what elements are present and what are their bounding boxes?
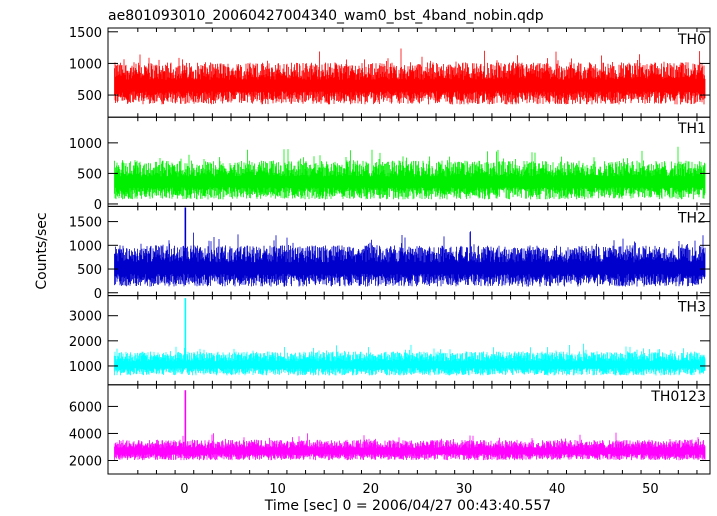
y-tick-label: 2000 — [69, 335, 102, 350]
y-tick-label: 0 — [94, 198, 102, 213]
series-line-th3 — [114, 343, 706, 376]
y-tick-label: 0 — [94, 287, 102, 302]
y-tick-label: 1500 — [69, 26, 102, 41]
y-tick-label: 1000 — [69, 239, 102, 254]
panel-frame — [107, 384, 711, 475]
series-label-th0: TH0 — [677, 32, 706, 48]
series-line-th0123 — [114, 432, 706, 461]
series-line-th0 — [114, 48, 706, 105]
x-tick-label: 30 — [456, 482, 473, 497]
y-tick-label: 1500 — [69, 216, 102, 231]
series-label-th2: TH2 — [677, 210, 706, 226]
series-label-th3: TH3 — [677, 300, 706, 316]
y-axis-title: Counts/sec — [34, 212, 50, 289]
y-tick-label: 500 — [77, 263, 102, 278]
series-line-th1 — [114, 146, 706, 200]
x-axis-title: Time [sec] 0 = 2006/04/27 00:43:40.557 — [264, 498, 551, 514]
y-tick-label: 2000 — [69, 454, 102, 469]
x-tick-label: 0 — [180, 482, 188, 497]
y-tick-label: 500 — [77, 167, 102, 182]
y-tick-label: 1000 — [69, 57, 102, 72]
series-label-th1: TH1 — [677, 121, 706, 137]
chart-title: ae801093010_20060427004340_wam0_bst_4ban… — [108, 8, 544, 24]
y-tick-label: 500 — [77, 89, 102, 104]
x-tick-label: 50 — [642, 482, 659, 497]
y-tick-label: 4000 — [69, 427, 102, 442]
y-tick-label: 3000 — [69, 310, 102, 325]
y-tick-label: 6000 — [69, 400, 102, 415]
x-tick-label: 20 — [363, 482, 380, 497]
y-tick-label: 1000 — [69, 360, 102, 375]
series-line-th2 — [114, 231, 706, 287]
y-tick-label: 1000 — [69, 137, 102, 152]
x-tick-label: 10 — [269, 482, 286, 497]
series-label-th0123: TH0123 — [650, 389, 706, 405]
x-tick-label: 40 — [549, 482, 566, 497]
